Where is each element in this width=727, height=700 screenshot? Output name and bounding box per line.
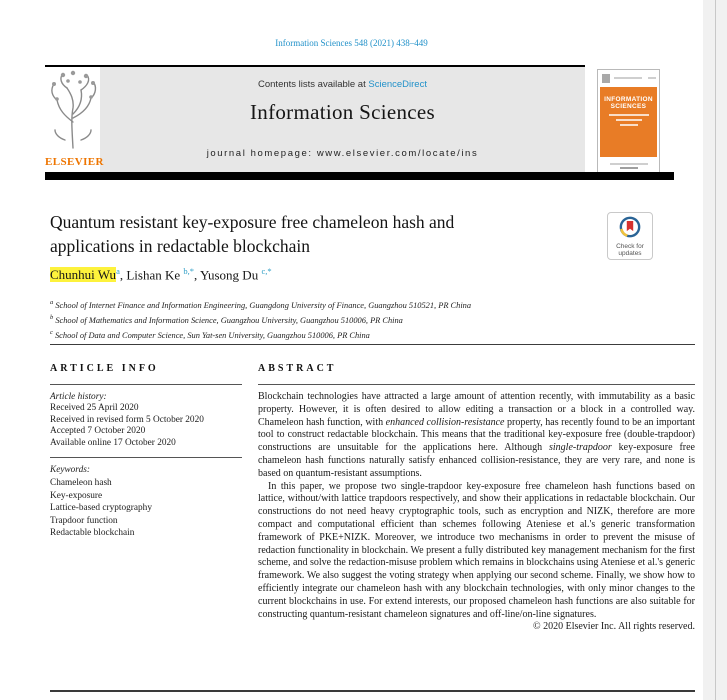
article-info-rule <box>50 384 242 385</box>
cover-bottom-line <box>610 163 648 165</box>
journal-homepage-link[interactable]: journal homepage: www.elsevier.com/locat… <box>206 148 479 159</box>
copyright-line: © 2020 Elsevier Inc. All rights reserved… <box>532 621 695 633</box>
cover-journal-name: INFORMATION SCIENCES <box>604 96 653 110</box>
elsevier-logo[interactable]: ELSEVIER <box>45 70 103 172</box>
page-edge-line <box>715 0 716 700</box>
abstract-header: ABSTRACT <box>258 363 337 374</box>
cover-orange-panel: INFORMATION SCIENCES <box>600 87 657 157</box>
abstract-paragraph-2: In this paper, we propose two single-tra… <box>258 480 695 620</box>
article-info-header: ARTICLE INFO <box>50 363 159 374</box>
cover-subtitle-line <box>608 114 649 116</box>
history-item: Received 25 April 2020 <box>50 403 139 413</box>
keyword-item: Trapdoor function <box>50 515 118 526</box>
contents-line: Contents lists available at ScienceDirec… <box>100 79 585 90</box>
keyword-item: Chameleon hash <box>50 478 112 488</box>
cover-bottom-line2 <box>620 167 638 169</box>
section-divider <box>50 344 695 345</box>
keyword-item: Key-exposure <box>50 490 103 501</box>
history-item: Available online 17 October 2020 <box>50 437 176 448</box>
crossmark-label: Check for updates <box>616 243 644 257</box>
contents-line-prefix: Contents lists available at <box>258 79 369 90</box>
keyword-item: Lattice-based cryptography <box>50 503 152 513</box>
keyword-item: Redactable blockchain <box>50 528 135 538</box>
author-name-highlighted: Chunhui Wu <box>50 267 117 283</box>
paper-title: Quantum resistant key-exposure free cham… <box>50 210 590 258</box>
author-affil-ref[interactable]: c,* <box>261 266 272 276</box>
cover-mini-logo <box>602 74 610 83</box>
keywords-label: Keywords: <box>50 465 90 475</box>
cover-top-right-mark <box>648 77 656 79</box>
sciencedirect-link[interactable]: ScienceDirect <box>368 79 427 90</box>
elsevier-wordmark: ELSEVIER <box>45 156 104 168</box>
article-history-list: Received 25 April 2020 Received in revis… <box>50 403 204 449</box>
paper-title-line2: applications in redactable blockchain <box>50 236 310 256</box>
journal-title: Information Sciences <box>249 100 436 124</box>
author-affil-ref[interactable]: b,* <box>183 266 195 276</box>
article-history-label: Article history: <box>50 392 107 402</box>
author-name: Lishan Ke <box>126 267 181 283</box>
header-banner <box>100 67 585 172</box>
affiliation-line: b School of Mathematics and Information … <box>50 313 403 325</box>
author-separator: , <box>119 267 127 283</box>
journal-cover-thumbnail[interactable]: INFORMATION SCIENCES <box>597 69 660 175</box>
footnote-rule <box>50 690 695 692</box>
crossmark-icon <box>619 216 641 238</box>
history-item: Received in revised form 5 October 2020 <box>50 414 204 425</box>
elsevier-tree-icon <box>50 70 96 149</box>
author-name: Yusong Du <box>200 267 259 283</box>
abstract-body: Blockchain technologies have attracted a… <box>258 391 695 634</box>
header-top-rule <box>45 65 585 67</box>
keywords-list: Chameleon hash Key-exposure Lattice-base… <box>50 477 152 540</box>
header-bottom-bar <box>45 172 674 180</box>
affiliations: a School of Internet Finance and Informa… <box>50 297 650 341</box>
cover-subtitle-line3 <box>619 124 638 126</box>
abstract-paragraph-1: Blockchain technologies have attracted a… <box>258 391 695 479</box>
author-line: Chunhui Wua, Lishan Ke b,*, Yusong Du c,… <box>50 266 610 283</box>
cover-subtitle-line2 <box>615 119 642 121</box>
keywords-rule <box>50 457 242 458</box>
journal-citation-link[interactable]: Information Sciences 548 (2021) 438–449 <box>275 38 428 48</box>
history-item: Accepted 7 October 2020 <box>50 426 146 436</box>
abstract-emphasis: enhanced collision-resistance <box>385 416 505 428</box>
paper-title-line1: Quantum resistant key-exposure free cham… <box>50 212 455 232</box>
abstract-rule <box>258 384 695 385</box>
affiliation-line: c School of Data and Computer Science, S… <box>50 328 370 340</box>
crossmark-badge[interactable]: Check for updates <box>607 212 653 260</box>
author-separator: , <box>194 267 201 283</box>
abstract-emphasis: single-trapdoor <box>549 442 612 454</box>
cover-top-line <box>614 77 642 79</box>
affiliation-line: a School of Internet Finance and Informa… <box>50 299 472 310</box>
author-affil-ref[interactable]: a <box>116 266 120 276</box>
